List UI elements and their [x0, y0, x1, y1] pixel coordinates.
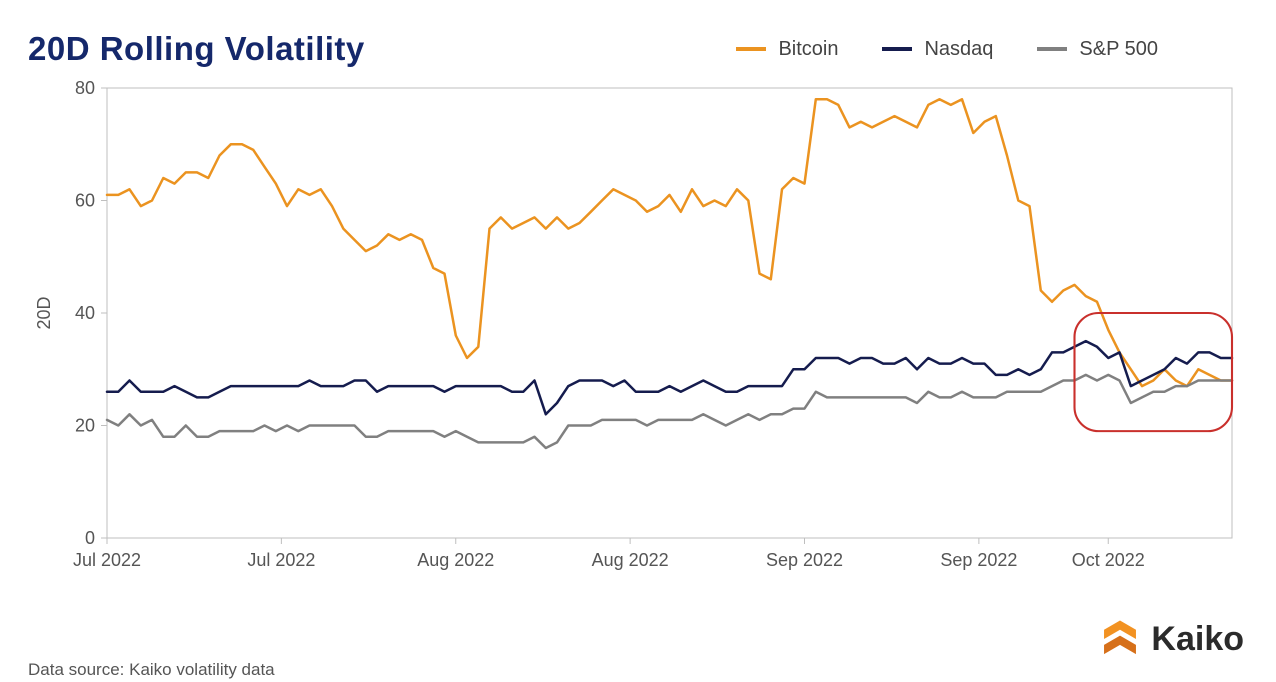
legend-swatch: [736, 47, 766, 51]
highlight-annotation: [1075, 313, 1233, 431]
y-axis-title: 20D: [34, 296, 54, 329]
chart-header: 20D Rolling Volatility Bitcoin Nasdaq S&…: [28, 30, 1248, 68]
ytick-label: 0: [85, 528, 95, 548]
plot-border: [107, 88, 1232, 538]
xtick-label: Aug 2022: [592, 550, 669, 570]
legend-swatch: [1037, 47, 1067, 51]
ytick-label: 60: [75, 191, 95, 211]
series-line: [107, 99, 1232, 386]
xtick-label: Aug 2022: [417, 550, 494, 570]
chart-title: 20D Rolling Volatility: [28, 30, 365, 68]
xtick-label: Oct 2022: [1072, 550, 1145, 570]
brand-logo: Kaiko: [1099, 618, 1244, 660]
kaiko-icon: [1099, 618, 1141, 660]
data-source: Data source: Kaiko volatility data: [28, 660, 275, 680]
ytick-label: 80: [75, 78, 95, 98]
chart-plot: 0 20 40 60 80 20D Jul 2022 Jul 2022 Aug 2022 Aug …: [32, 78, 1242, 588]
series-line: [107, 341, 1232, 414]
legend-item-sp500: S&P 500: [1037, 38, 1158, 61]
brand-name: Kaiko: [1151, 620, 1244, 659]
legend-label: S&P 500: [1079, 38, 1158, 61]
legend-swatch: [882, 47, 912, 51]
ytick-label: 20: [75, 416, 95, 436]
xtick-label: Sep 2022: [940, 550, 1017, 570]
xtick-label: Jul 2022: [73, 550, 141, 570]
legend-item-bitcoin: Bitcoin: [736, 38, 838, 61]
legend-label: Nasdaq: [924, 38, 993, 61]
legend-item-nasdaq: Nasdaq: [882, 38, 993, 61]
ytick-label: 40: [75, 303, 95, 323]
legend: Bitcoin Nasdaq S&P 500: [736, 38, 1248, 61]
xtick-label: Jul 2022: [247, 550, 315, 570]
xtick-label: Sep 2022: [766, 550, 843, 570]
legend-label: Bitcoin: [778, 38, 838, 61]
